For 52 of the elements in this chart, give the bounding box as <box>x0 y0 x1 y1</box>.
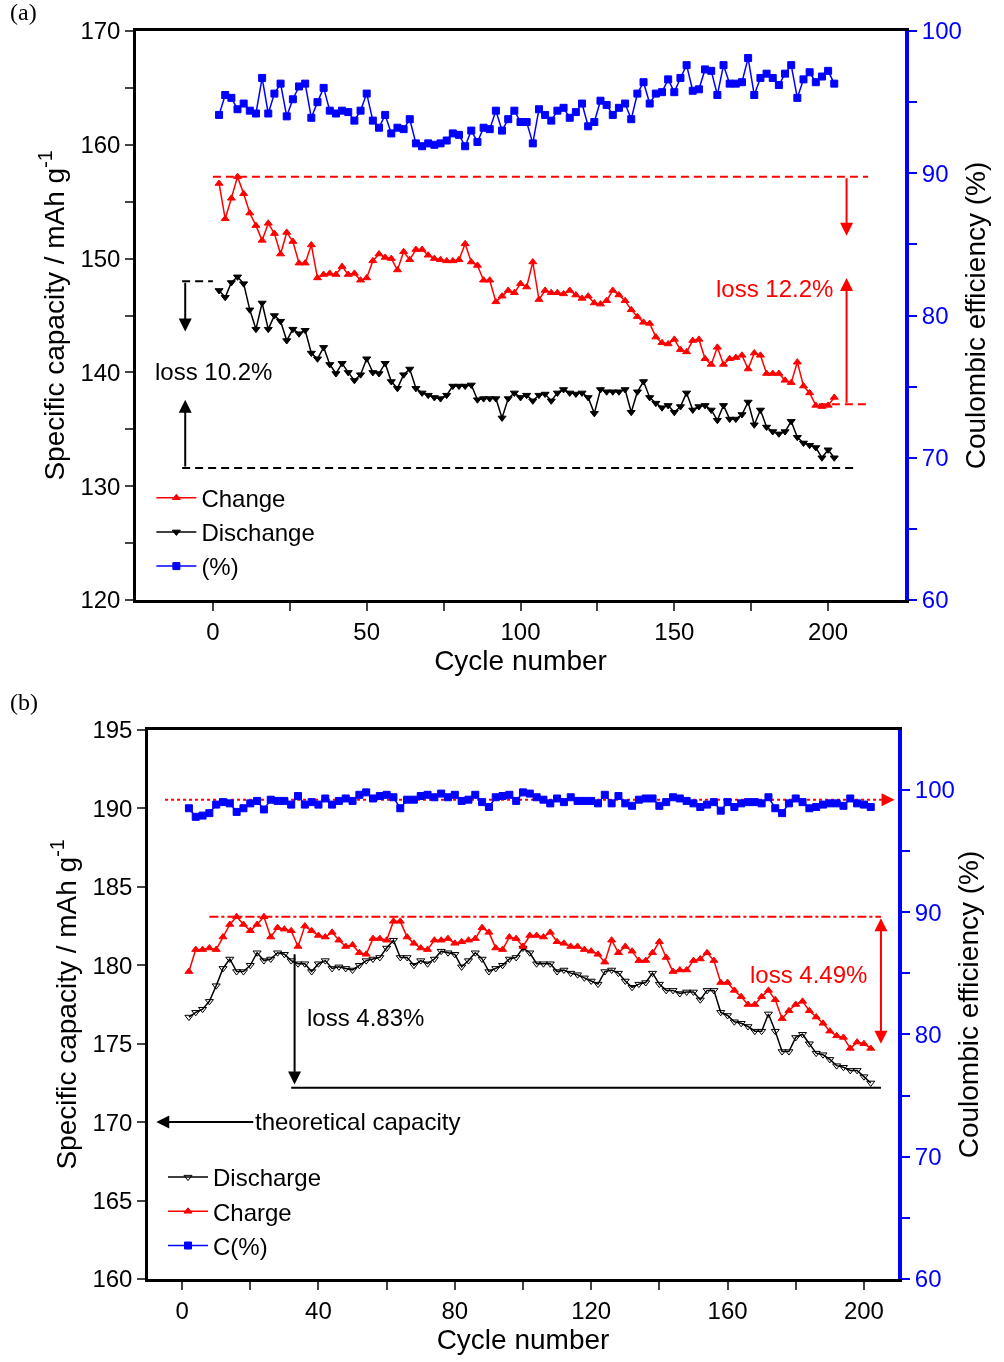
chart-title: (b) <box>10 689 39 716</box>
annotation: theoretical capacity <box>255 1108 461 1135</box>
y-tick-label: 175 <box>92 1030 133 1058</box>
y-tick-label: 170 <box>92 1108 133 1136</box>
annotation: loss 4.83% <box>307 1004 425 1031</box>
y2-tick-label: 90 <box>921 159 949 187</box>
annotation: loss 10.2% <box>155 358 273 385</box>
legend-label: Dischange <box>201 519 315 547</box>
x-tick-label: 150 <box>654 617 695 645</box>
y-tick-label: 190 <box>92 794 133 822</box>
x-tick-label: 50 <box>353 617 381 645</box>
legend-label: (%) <box>201 553 239 581</box>
legend-label: C(%) <box>213 1232 268 1260</box>
y-tick-label: 195 <box>92 716 133 744</box>
legend-label: Charge <box>213 1198 292 1226</box>
annotation: loss 4.49% <box>750 961 868 988</box>
y-tick-label: 150 <box>80 245 121 272</box>
chart-title: (a) <box>10 0 37 26</box>
y-tick-label: 140 <box>80 358 121 386</box>
y2-tick-label: 100 <box>914 776 955 804</box>
x-tick-label: 0 <box>206 617 220 645</box>
y-tick-label: 185 <box>92 873 133 901</box>
y2-tick-label: 100 <box>921 17 962 45</box>
x-tick-label: 40 <box>305 1296 332 1324</box>
x-axis-title: Cycle number <box>434 644 607 676</box>
y2-tick-label: 90 <box>914 898 942 926</box>
y-tick-label: 130 <box>80 472 121 500</box>
x-tick-label: 200 <box>808 617 849 645</box>
x-tick-label: 200 <box>843 1296 884 1324</box>
y2-tick-label: 60 <box>914 1265 942 1293</box>
y2-tick-label: 80 <box>921 301 949 329</box>
y-tick-label: 170 <box>80 17 121 45</box>
y2-tick-label: 60 <box>921 586 949 614</box>
x-axis-title: Cycle number <box>436 1323 610 1355</box>
y2-axis-title: Coulombic efficiency (%) <box>953 850 985 1159</box>
y-tick-label: 180 <box>92 951 133 979</box>
y2-tick-label: 80 <box>914 1020 942 1048</box>
y2-axis-title: Coulombic efficiency (%) <box>960 161 992 470</box>
x-tick-label: 160 <box>707 1296 748 1324</box>
y-tick-label: 160 <box>92 1265 133 1293</box>
x-tick-label: 100 <box>500 617 541 645</box>
legend-label: Discharge <box>213 1164 322 1192</box>
x-tick-label: 120 <box>571 1296 612 1324</box>
legend-label: Change <box>201 485 286 513</box>
x-tick-label: 0 <box>175 1296 189 1324</box>
y2-tick-label: 70 <box>914 1143 942 1171</box>
x-tick-label: 80 <box>441 1296 469 1324</box>
y-tick-label: 120 <box>80 586 121 614</box>
annotation: loss 12.2% <box>716 275 834 302</box>
y2-tick-label: 70 <box>921 444 949 472</box>
y-tick-label: 165 <box>92 1186 133 1214</box>
y-tick-label: 160 <box>80 131 121 159</box>
